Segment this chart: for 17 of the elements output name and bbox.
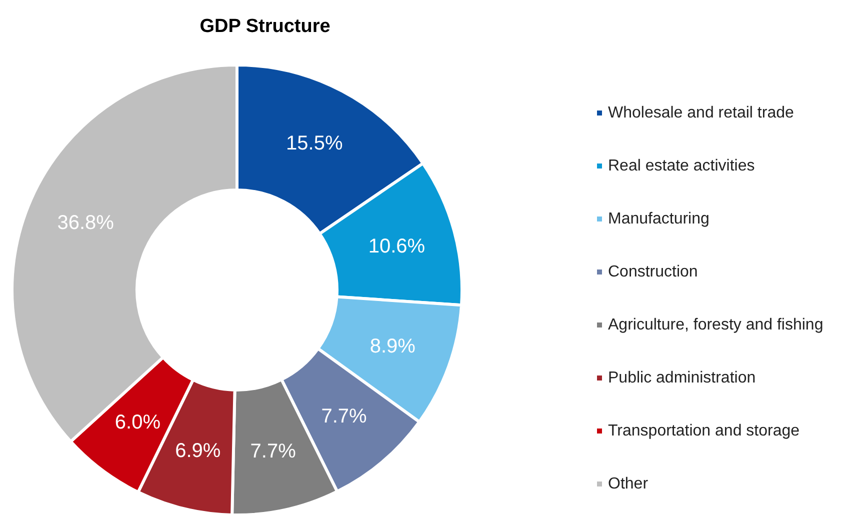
legend-label: Construction [608,264,698,280]
data-label: 8.9% [370,335,416,358]
data-label: 36.8% [57,212,114,234]
legend-label: Wholesale and retail trade [608,104,794,122]
data-label: 10.6% [368,236,426,258]
data-label: 6.0% [114,411,161,434]
legend-label: Real estate activities [608,158,755,174]
chart-title: GDP Structure [200,16,330,37]
data-label: 7.7% [321,405,368,428]
data-label: 7.7% [250,440,296,463]
legend-label: Public administration [608,370,756,386]
data-label: 15.5% [286,132,343,155]
data-label: 6.9% [175,440,221,462]
legend-label: Manufacturing [608,210,710,228]
legend-label: Transportation and storage [608,422,800,440]
legend-label: Agriculture, foresty and fishing [608,316,824,334]
legend-label: Other [608,476,649,492]
